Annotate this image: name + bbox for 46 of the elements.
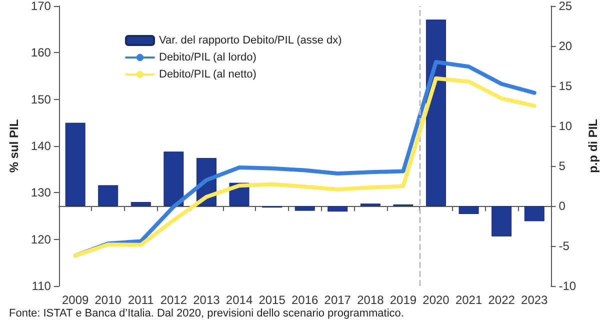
y2-tick-label: 10	[558, 119, 572, 133]
y-tick-label: 150	[30, 92, 52, 106]
x-tick-label: 2018	[357, 293, 384, 307]
x-tick-label: 2013	[193, 293, 220, 307]
y-tick-label: 170	[30, 0, 52, 13]
legend-label: Debito/PIL (al netto)	[159, 68, 256, 80]
legend-label: Var. del rapporto Debito/PIL (asse dx)	[159, 34, 342, 46]
bar	[328, 206, 348, 212]
y-axis-title: % sul PIL	[7, 119, 21, 173]
x-tick-label: 2010	[94, 293, 122, 307]
bar	[294, 206, 315, 211]
y2-tick-label: 15	[558, 79, 572, 93]
y-tick-label: 140	[30, 139, 52, 153]
y-tick-label: 110	[32, 279, 52, 293]
y2-tick-label: 5	[558, 159, 566, 173]
bar	[98, 185, 118, 206]
bar	[458, 206, 479, 214]
bar	[524, 206, 544, 222]
source-note: Fonte: ISTAT e Banca d’Italia. Dal 2020, previsioni dello scenario programmatico.	[9, 308, 404, 320]
x-tick-label: 2017	[324, 293, 352, 307]
x-tick-label: 2020	[422, 293, 450, 307]
y2-tick-label: -5	[558, 239, 570, 253]
y2-tick-label: -10	[558, 279, 576, 293]
y2-axis-title: p.p di PIL	[586, 119, 600, 173]
bar	[164, 152, 184, 206]
x-tick-label: 2022	[488, 293, 516, 307]
y-tick-label: 160	[30, 46, 52, 60]
bar	[492, 206, 512, 236]
x-tick-label: 2023	[521, 293, 548, 307]
x-tick-label: 2015	[258, 293, 286, 307]
bar	[426, 20, 446, 206]
x-tick-label: 2016	[291, 293, 319, 307]
y2-tick-label: 25	[558, 0, 572, 13]
y-tick-label: 130	[30, 186, 52, 200]
y-tick-label: 120	[30, 232, 52, 246]
x-tick-label: 2011	[128, 293, 154, 307]
y2-tick-label: 0	[558, 199, 566, 213]
bar	[65, 122, 86, 206]
x-tick-label: 2012	[160, 293, 188, 307]
x-tick-label: 2019	[390, 293, 417, 307]
x-tick-label: 2009	[62, 293, 89, 307]
bar	[130, 202, 151, 206]
x-tick-label: 2014	[226, 293, 253, 307]
y2-tick-label: 20	[558, 39, 572, 53]
x-tick-label: 2021	[455, 293, 482, 307]
legend-label: Debito/PIL (al lordo)	[159, 52, 256, 64]
